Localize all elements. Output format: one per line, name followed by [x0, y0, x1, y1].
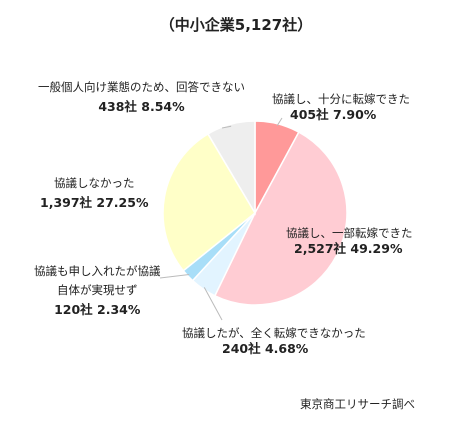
leader-line-2 — [203, 287, 223, 321]
pie-slice-4 — [162, 132, 256, 272]
source-note: 東京商工リサーチ調べ — [300, 397, 415, 411]
label-slice-2-name: 協議したが、全く転嫁できなかった — [182, 326, 366, 340]
label-slice-4-name: 協議しなかった — [53, 176, 135, 190]
chart-title: （中小企業5,127社） — [159, 16, 313, 34]
label-slice-0-percent: 7.90% — [332, 107, 377, 122]
label-slice-1-count: 2,527社 — [294, 241, 347, 256]
pie-slice-1 — [213, 131, 348, 306]
label-slice-3-percent: 2.34% — [97, 302, 141, 317]
label-slice-5-name: 一般個人向け業態のため、回答できない — [38, 80, 245, 94]
label-slice-3-count: 120社 — [54, 302, 93, 317]
label-slice-4: 協議しなかった 1,397社 27.25% — [40, 176, 148, 210]
label-slice-5-percent: 8.54% — [141, 99, 185, 114]
label-slice-4-count: 1,397社 — [40, 195, 93, 210]
label-slice-1-percent: 49.29% — [350, 241, 403, 256]
label-slice-5: 一般個人向け業態のため、回答できない 438社 8.54% — [38, 80, 245, 114]
label-slice-2: 協議したが、全く転嫁できなかった 240社 4.68% — [182, 326, 366, 356]
label-slice-3-name-line2: 自体が実現せず — [57, 283, 138, 297]
label-slice-2-percent: 4.68% — [264, 341, 309, 356]
label-slice-3: 協議も申し入れたが協議 自体が実現せず 120社 2.34% — [34, 264, 161, 317]
leader-line-0 — [276, 117, 283, 127]
leader-line-3 — [159, 273, 190, 279]
leader-line-5 — [221, 125, 232, 129]
label-slice-0-count: 405社 — [290, 107, 329, 122]
label-slice-0: 協議し、十分に転嫁できた 405社 7.90% — [272, 92, 410, 122]
label-slice-2-count: 240社 — [222, 341, 261, 356]
label-slice-1-name: 協議し、一部転嫁できた — [286, 226, 413, 240]
label-slice-0-name: 協議し、十分に転嫁できた — [272, 92, 410, 106]
label-slice-1: 協議し、一部転嫁できた 2,527社 49.29% — [286, 226, 413, 256]
label-slice-4-percent: 27.25% — [96, 195, 149, 210]
pie-slice-5 — [206, 120, 256, 216]
label-slice-5-count: 438社 — [98, 99, 137, 114]
label-slice-3-name-line1: 協議も申し入れたが協議 — [34, 264, 161, 278]
